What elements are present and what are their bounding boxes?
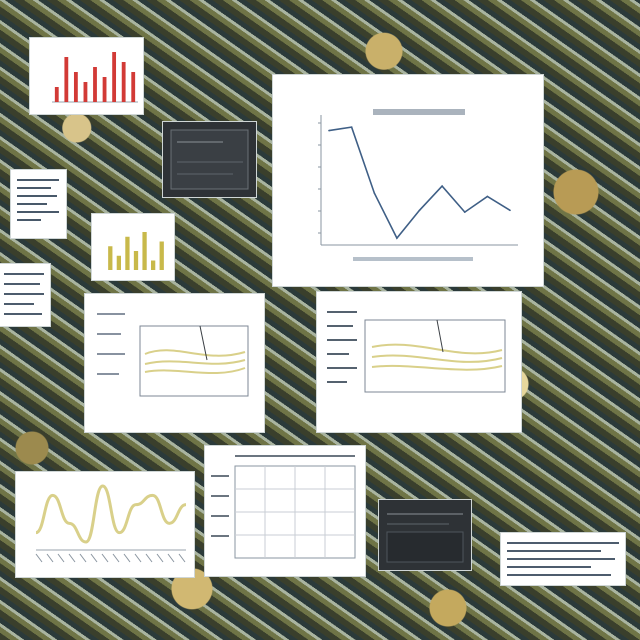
bar [133,251,139,270]
text-note-lines [17,179,59,221]
data-point [509,209,511,212]
bar [131,72,136,102]
bar [108,246,113,270]
strand-chart-card-left [85,294,264,432]
left-text-lines [4,273,44,315]
bar [83,82,88,102]
x-tick-label [112,553,120,563]
dark-panel-card [379,500,471,570]
x-tick-label [156,553,164,563]
data-point [486,195,489,198]
bottom-right-text-lines [507,542,619,576]
x-tick-label [46,553,54,563]
yellow-bar-chart [108,232,164,270]
x-tick-label [178,553,186,563]
x-tick-label [90,553,98,563]
bar [93,67,97,102]
red-bar-chart [52,52,138,103]
x-tick-label [35,553,43,563]
bar [125,236,130,270]
red-bar-chart-card [30,38,143,114]
x-tick-label [123,553,131,563]
x-tick-label [68,553,76,563]
x-tick-label [145,553,153,563]
strand-chart-right [327,311,506,393]
dark-dashboard-preview [170,129,249,190]
x-tick-label [167,553,175,563]
main-line-chart [318,109,518,261]
x-tick-label [79,553,87,563]
xlabel-smudge [353,257,473,261]
bar [159,241,164,270]
grid-chart-card [205,446,365,576]
bar [73,72,78,102]
data-point [373,192,376,194]
wave-chart-card [16,472,194,577]
yellow-bar-chart-card [92,214,174,280]
bar [151,260,156,270]
x-tick-label [57,553,65,563]
x-tick-label [134,553,142,563]
main-line-chart-card [273,75,543,286]
data-point [328,129,330,132]
strand-chart-card-right [317,292,521,432]
left-text-card [0,264,50,326]
data-point [463,211,466,213]
bar [102,77,107,102]
bar [116,255,121,270]
x-tick-label [101,553,109,563]
bottom-right-text-card [501,533,625,585]
dark-panel-preview [386,513,464,563]
text-note-card [11,170,66,238]
series-line [328,126,511,240]
grid-chart [211,455,356,559]
wave-line [35,484,187,544]
bar [112,52,117,102]
bar [54,87,59,102]
data-point [350,126,353,128]
data-point [396,237,398,239]
bar [142,232,147,270]
strand-chart-left [97,313,249,397]
wave-chart [35,484,187,563]
title-smudge [373,109,465,115]
data-point [418,209,421,212]
data-point [441,185,443,187]
dark-dashboard-card [163,122,256,197]
bar [64,57,69,102]
bar [121,62,126,102]
